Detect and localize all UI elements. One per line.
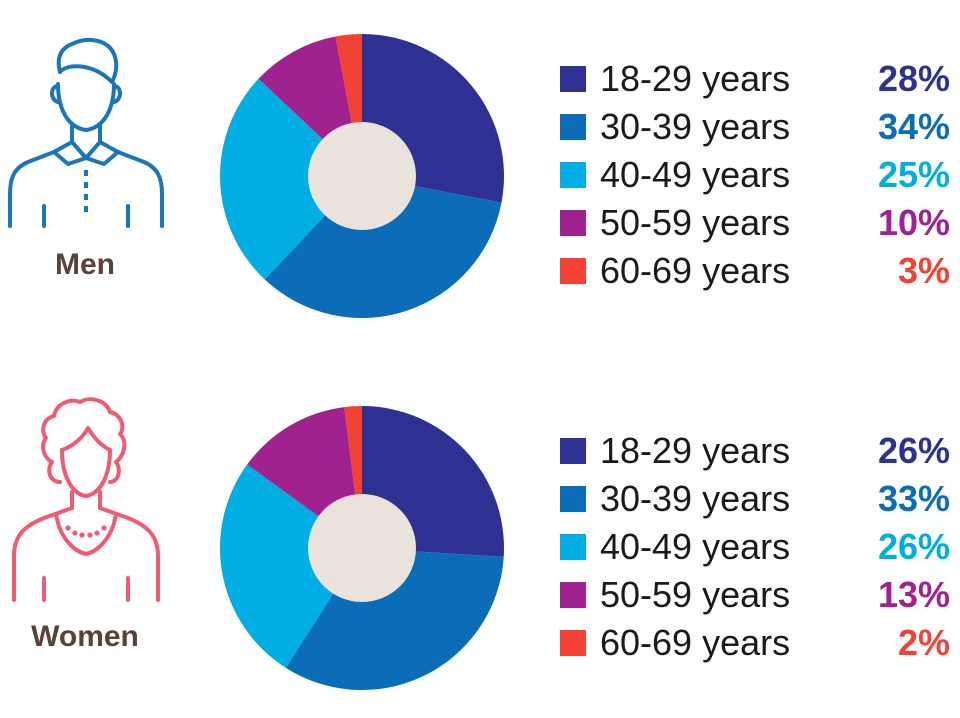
legend-label: 30-39 years <box>600 478 791 519</box>
legend-row-60-69: 60-69 years 2% <box>556 620 956 668</box>
woman-outline-icon <box>12 397 160 602</box>
legend-swatch <box>560 162 586 188</box>
legend-label: 60-69 years <box>600 622 791 663</box>
men-panel: Men 18-29 years 28% 30-39 years 34% 40-4… <box>0 0 960 330</box>
man-outline-icon <box>8 37 164 228</box>
legend-swatch <box>560 210 586 236</box>
women-donut-chart <box>219 406 505 690</box>
legend-swatch <box>560 114 586 140</box>
women-panel: Women 18-29 years 26% 30-39 years 33% 40… <box>0 372 960 702</box>
legend-label: 40-49 years <box>600 526 791 567</box>
men-label: Men <box>55 248 115 281</box>
legend-row-50-59: 50-59 years 10% <box>556 200 956 248</box>
legend-row-40-49: 40-49 years 25% <box>556 152 956 200</box>
men-person: Men <box>0 0 170 300</box>
percent-value: 34% <box>877 106 950 147</box>
legend-label: 60-69 years <box>600 250 791 291</box>
legend-label: 30-39 years <box>600 106 791 147</box>
legend-swatch <box>560 582 586 608</box>
slice-30-39 <box>264 176 502 318</box>
legend-swatch <box>560 258 586 284</box>
legend-row-30-39: 30-39 years 34% <box>556 104 956 152</box>
donut-center <box>308 494 416 602</box>
women-label: Women <box>31 620 139 653</box>
men-donut-chart <box>219 34 504 318</box>
percent-value: 26% <box>877 526 950 567</box>
legend-label: 40-49 years <box>600 154 791 195</box>
women-legend: 18-29 years 26% 30-39 years 33% 40-49 ye… <box>556 428 956 668</box>
percent-value: 33% <box>877 478 950 519</box>
legend-row-60-69: 60-69 years 3% <box>556 248 956 296</box>
percent-value: 25% <box>877 154 950 195</box>
legend-label: 50-59 years <box>600 202 791 243</box>
slice-40-49 <box>219 78 362 280</box>
percent-value: 2% <box>897 622 950 663</box>
legend-row-50-59: 50-59 years 13% <box>556 572 956 620</box>
legend-row-30-39: 30-39 years 33% <box>556 476 956 524</box>
legend-swatch <box>560 438 586 464</box>
slice-40-49 <box>219 464 362 668</box>
legend-swatch <box>560 66 586 92</box>
legend-swatch <box>560 630 586 656</box>
legend-label: 18-29 years <box>600 58 791 99</box>
legend-label: 50-59 years <box>600 574 791 615</box>
percent-value: 26% <box>877 430 950 471</box>
percent-value: 10% <box>877 202 950 243</box>
men-legend: 18-29 years 28% 30-39 years 34% 40-49 ye… <box>556 56 956 296</box>
percent-value: 3% <box>897 250 950 291</box>
percent-value: 13% <box>877 574 950 615</box>
legend-row-18-29: 18-29 years 26% <box>556 428 956 476</box>
donut-center <box>308 122 416 230</box>
legend-swatch <box>560 534 586 560</box>
women-person: Women <box>0 372 170 672</box>
legend-swatch <box>560 486 586 512</box>
legend-row-18-29: 18-29 years 28% <box>556 56 956 104</box>
legend-row-40-49: 40-49 years 26% <box>556 524 956 572</box>
percent-value: 28% <box>877 58 950 99</box>
legend-label: 18-29 years <box>600 430 791 471</box>
